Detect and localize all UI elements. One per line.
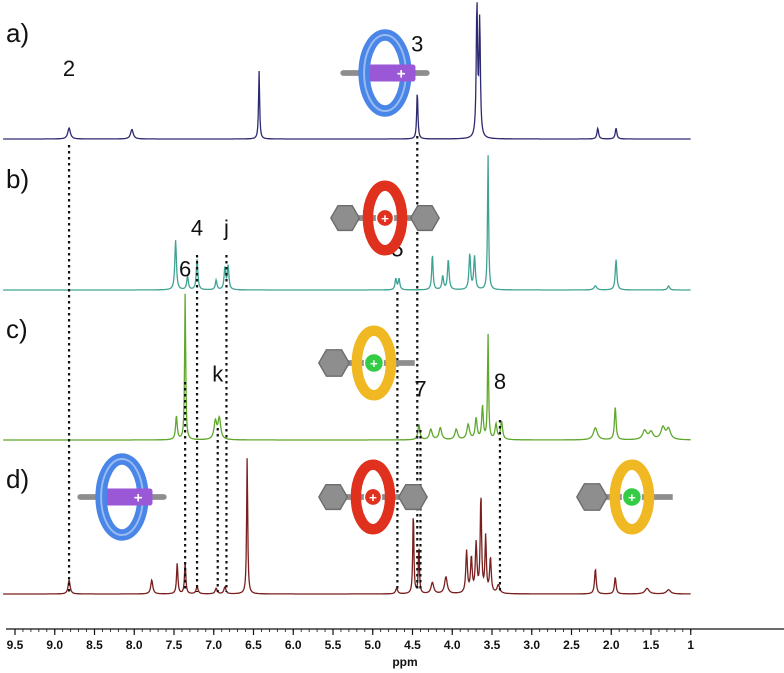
panel-labels: a) b) c) d) (6, 18, 29, 494)
peak-label: 6 (179, 257, 191, 282)
peak-label: 7 (414, 377, 426, 402)
x-tick-label: 4.0 (444, 638, 461, 652)
spectrum-trace-c (3, 293, 691, 441)
x-tick-label: 2.5 (563, 638, 580, 652)
panel-label-c: c) (6, 314, 28, 344)
rotaxane-axle-icon: + (340, 29, 430, 117)
ring-one-stopper-icon: + (317, 325, 415, 401)
x-ticks: 9.5 9.0 8.5 8.0 7.5 7.0 6.5 6.0 5.5 5.0 4.5 4.0 3.5 3… (7, 629, 694, 652)
panel-label-b: b) (6, 164, 29, 194)
peak-label: 8 (494, 369, 506, 394)
rotaxane-axle-icon: + (77, 453, 167, 541)
spectrum-traces (3, 2, 691, 595)
svg-text:+: + (369, 490, 377, 505)
x-tick-label: 7.5 (166, 638, 183, 652)
x-axis-label: ppm (392, 655, 417, 669)
x-tick-label: 9.5 (7, 638, 24, 652)
x-tick-label: 3.5 (484, 638, 501, 652)
spectrum-trace-a (3, 2, 691, 140)
peak-label: k (212, 362, 224, 387)
svg-text:+: + (628, 490, 636, 505)
x-tick-label: 7.0 (205, 638, 222, 652)
peak-label: 4 (191, 216, 203, 241)
panel-label-a: a) (6, 18, 29, 48)
x-tick-label: 5.0 (364, 638, 381, 652)
x-tick-label: 8.0 (126, 638, 143, 652)
ring-one-stopper-icon: + (575, 459, 673, 535)
x-tick-label: 2.0 (603, 638, 620, 652)
x-tick-label: 8.5 (86, 638, 103, 652)
correlation-lines (67, 136, 502, 592)
x-tick-label: 4.5 (404, 638, 421, 652)
x-axis: 9.5 9.0 8.5 8.0 7.5 7.0 6.5 6.0 5.5 5.0 4.5 4.0 3.5 3… (6, 628, 784, 669)
x-tick-label: 9.0 (46, 638, 63, 652)
svg-text:+: + (370, 356, 378, 371)
x-tick-label: 3.0 (523, 638, 540, 652)
x-tick-label: 1 (687, 638, 694, 652)
svg-text:+: + (381, 211, 389, 226)
svg-text:+: + (134, 490, 143, 507)
molecular-icons: + + + + + + (77, 29, 673, 541)
spectrum-trace-b (3, 155, 691, 291)
peak-label: 2 (63, 56, 75, 81)
x-tick-label: 6.0 (285, 638, 302, 652)
panel-label-d: d) (6, 464, 29, 494)
svg-text:+: + (397, 66, 406, 83)
ring-two-stoppers-icon: + (330, 180, 440, 256)
peak-label: 3 (411, 31, 423, 56)
x-tick-label: 6.5 (245, 638, 262, 652)
x-tick-label: 5.5 (325, 638, 342, 652)
spectrum-trace-d (3, 458, 691, 595)
peak-label: j (223, 216, 229, 241)
x-tick-label: 1.5 (643, 638, 660, 652)
ring-two-stoppers-icon: + (318, 459, 428, 535)
